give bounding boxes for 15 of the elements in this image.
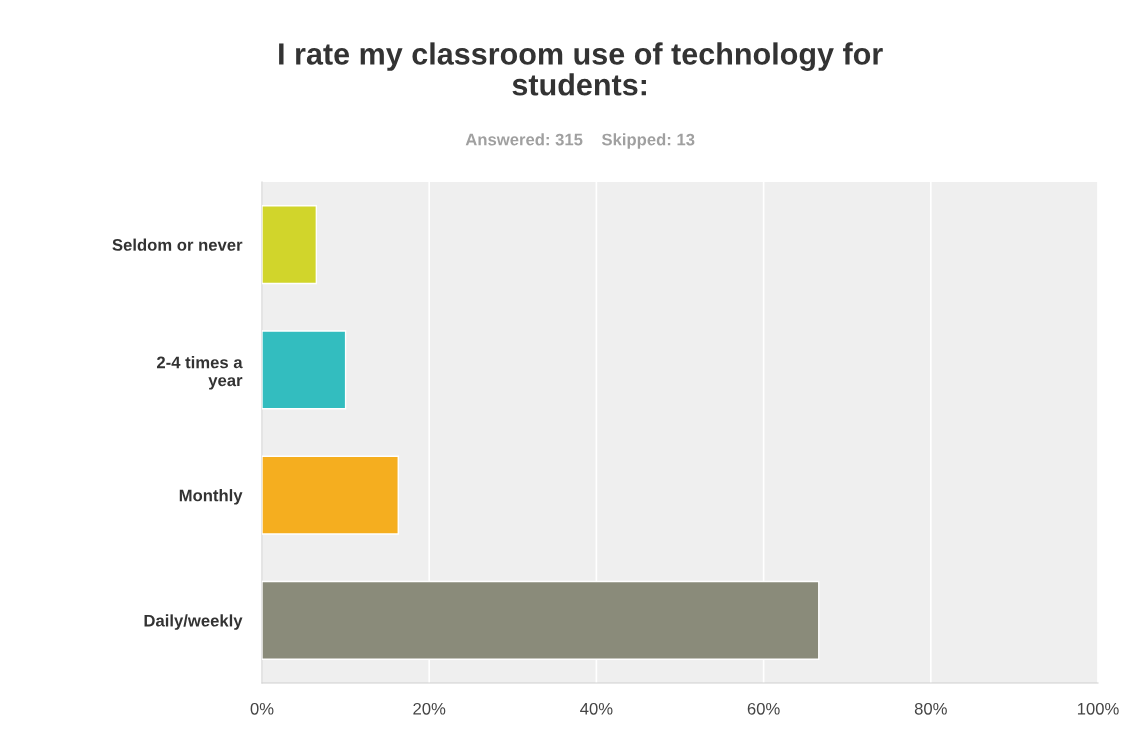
bar: [262, 205, 318, 285]
y-tick-label: Seldom or never: [112, 238, 243, 251]
x-tick-label: 0%: [250, 702, 274, 715]
y-tick-label: Monthly: [179, 489, 243, 505]
bar: [262, 455, 399, 535]
x-tick-label: 80%: [914, 702, 947, 715]
y-tick-label: 2-4 times a year: [156, 356, 243, 390]
x-tick-label: 20%: [413, 702, 446, 715]
chart-title: I rate my classroom use of technology for students:: [279, 42, 883, 96]
x-tick-label: 100%: [1077, 702, 1119, 715]
x-tick-label: 40%: [580, 702, 613, 715]
chart-subtitle: Answered: 315 Skipped: 13: [465, 133, 695, 149]
y-tick-label: Daily/weekly: [144, 614, 243, 630]
bar: [262, 330, 347, 410]
x-tick-label: 60%: [747, 702, 780, 715]
